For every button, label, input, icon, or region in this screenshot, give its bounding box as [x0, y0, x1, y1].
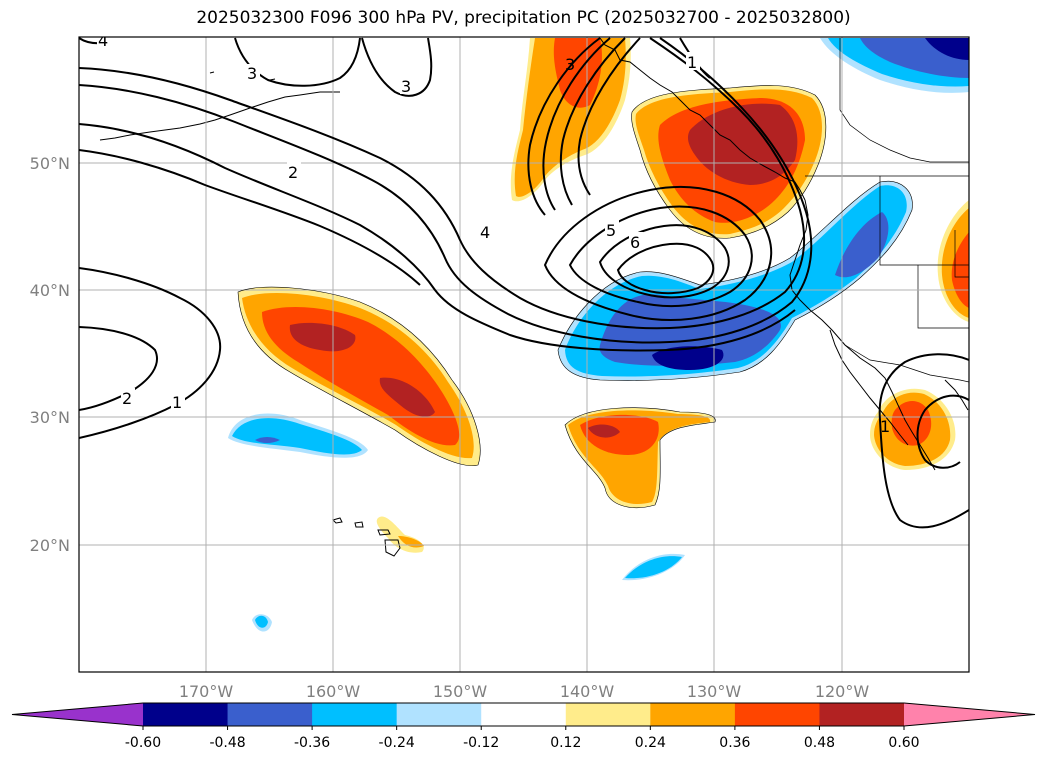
- colorbar-tick-label: 0.60: [888, 735, 919, 751]
- lon-label: 150°W: [433, 682, 488, 701]
- contour-labels: 4 3 3 2 2 1 4 3 1 5 6 1: [97, 31, 890, 436]
- colorbar-tick-label: 0.48: [804, 735, 835, 751]
- colorbar-tick-label: -0.36: [294, 735, 330, 751]
- precip-outlines: [237, 85, 913, 508]
- contour-label: 1: [172, 393, 182, 412]
- lat-label: 40°N: [30, 281, 70, 300]
- colorbar-segment: [481, 703, 567, 726]
- colorbar-tick-label: -0.12: [463, 735, 499, 751]
- lon-label: 140°W: [560, 682, 615, 701]
- colorbar-segment: [312, 703, 398, 726]
- longitude-labels: 170°W 160°W 150°W 140°W 130°W 120°W: [179, 682, 870, 701]
- contour-label: 2: [122, 389, 132, 408]
- colorbar-tick-label: -0.24: [379, 735, 415, 751]
- contour-label: 3: [565, 55, 575, 74]
- contour-label: 1: [687, 53, 697, 72]
- colorbar: -0.60 -0.48 -0.36 -0.24 -0.12 0.12 0.24 0.36 0.4…: [11, 702, 1036, 751]
- colorbar-tick-label: -0.60: [125, 735, 161, 751]
- pv-contours: [79, 37, 969, 529]
- lon-label: 120°W: [815, 682, 870, 701]
- lon-label: 160°W: [306, 682, 361, 701]
- contour-label: 6: [630, 233, 640, 252]
- contour-label: 3: [401, 77, 411, 96]
- colorbar-tick-label: -0.48: [209, 735, 245, 751]
- contour-label: 2: [288, 163, 298, 182]
- hawaiian-islands: [332, 517, 401, 557]
- precip-negative-northeast-corner: [820, 38, 969, 93]
- precip-positive-mexico: [870, 388, 956, 470]
- lat-label: 30°N: [30, 408, 70, 427]
- contour-label: 5: [606, 221, 616, 240]
- colorbar-segment: [734, 703, 820, 726]
- colorbar-segment: [396, 703, 482, 726]
- colorbar-tick-label: 0.36: [719, 735, 750, 751]
- colorbar-extend-high: [904, 703, 1035, 726]
- contour-label: 4: [480, 223, 490, 242]
- map-frame: [78, 36, 970, 673]
- colorbar-segment: [819, 703, 905, 726]
- latitude-labels: 50°N 40°N 30°N 20°N: [30, 154, 70, 555]
- colorbar-segment: [565, 703, 651, 726]
- colorbar-segment: [650, 703, 736, 726]
- colorbar-segment: [227, 703, 313, 726]
- colorbar-tick-label: 0.24: [635, 735, 666, 751]
- contour-label: 3: [247, 64, 257, 83]
- lat-label: 50°N: [30, 154, 70, 173]
- map-title: 2025032300 F096 300 hPa PV, precipitatio…: [196, 8, 851, 28]
- gridlines: [79, 37, 969, 672]
- colorbar-segment: [143, 703, 229, 726]
- colorbar-tick-label: 0.12: [550, 735, 581, 751]
- colorbar-extend-low: [12, 703, 143, 726]
- contour-label: 4: [98, 31, 108, 50]
- lon-label: 130°W: [687, 682, 742, 701]
- precip-positive-bc-coast: [631, 85, 826, 239]
- lat-label: 20°N: [30, 536, 70, 555]
- contour-label: 1: [880, 417, 890, 436]
- lon-label: 170°W: [179, 682, 234, 701]
- country-borders: [805, 38, 969, 383]
